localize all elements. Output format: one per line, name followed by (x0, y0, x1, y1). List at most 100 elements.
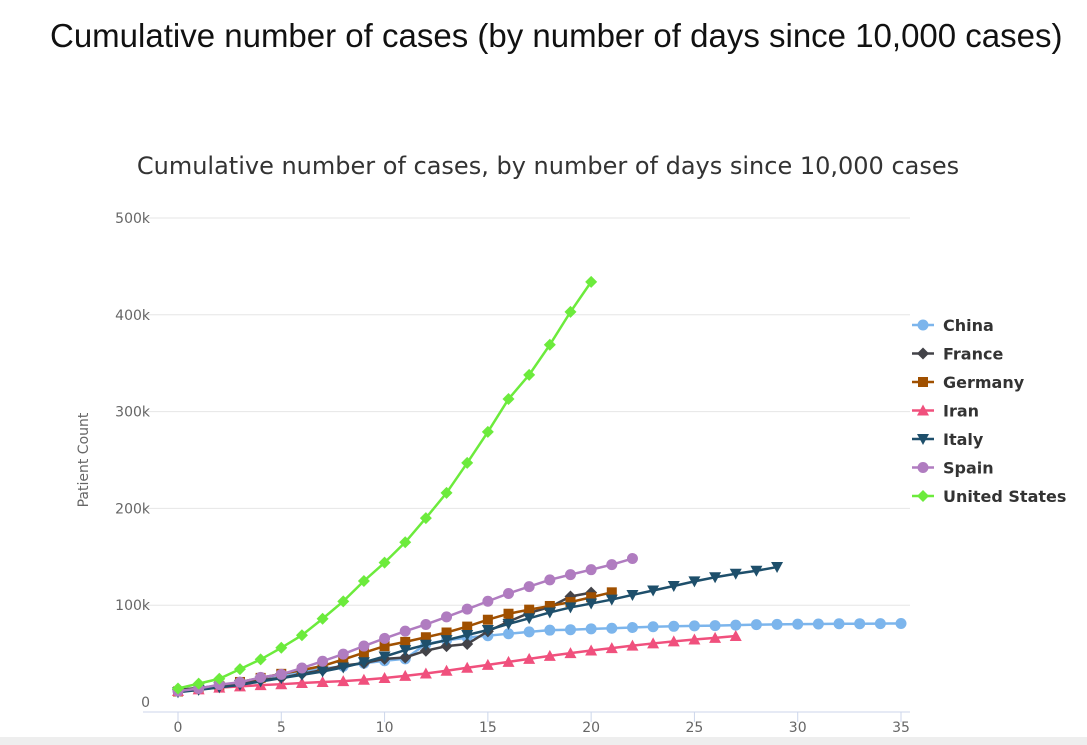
data-point (461, 661, 474, 673)
data-point (379, 632, 391, 644)
data-point (440, 635, 453, 647)
y-tick-label: 300k (115, 405, 151, 421)
data-point (564, 647, 577, 659)
y-axis-label: Patient Count (76, 412, 92, 507)
data-point (647, 585, 660, 597)
data-point (462, 621, 473, 632)
data-point (667, 635, 680, 647)
data-point (461, 456, 474, 469)
data-point (812, 618, 824, 630)
data-point (771, 562, 784, 574)
data-point (482, 614, 493, 625)
data-point (502, 618, 515, 630)
data-point (750, 619, 762, 631)
data-point (254, 653, 267, 666)
legend-marker (918, 377, 928, 387)
data-point (729, 629, 742, 641)
legend-item-label[interactable]: Germany (943, 373, 1025, 392)
data-point (420, 618, 432, 630)
legend-item-label[interactable]: United States (943, 487, 1066, 506)
data-point (295, 669, 308, 681)
data-point (647, 621, 659, 633)
chart-title: Cumulative number of cases, by number of… (137, 152, 959, 180)
data-point (544, 624, 556, 636)
data-point (523, 613, 536, 625)
x-tick-label: 25 (686, 720, 704, 736)
data-point (543, 607, 556, 619)
legend-marker (917, 347, 929, 360)
horizontal-scrollbar-track[interactable] (0, 737, 1087, 745)
legend-item-label[interactable]: Iran (943, 402, 979, 421)
y-tick-label: 500k (115, 211, 151, 227)
data-point (378, 651, 391, 663)
data-point (544, 600, 555, 611)
data-point (709, 572, 722, 584)
data-point (357, 657, 370, 669)
legend-marker (917, 490, 929, 502)
y-tick-label: 100k (115, 598, 151, 614)
x-tick-label: 30 (789, 720, 807, 736)
data-point (626, 589, 639, 601)
data-point (358, 647, 369, 658)
data-point (605, 594, 618, 606)
data-point (606, 622, 618, 634)
y-tick-label: 200k (115, 501, 151, 517)
data-point (316, 676, 329, 688)
series-line-italy (177, 565, 778, 694)
data-point (523, 368, 536, 381)
data-point (544, 574, 556, 586)
data-point (481, 658, 494, 670)
data-point (275, 641, 288, 654)
data-point (461, 630, 474, 642)
data-point (564, 602, 577, 614)
data-point (564, 624, 576, 636)
data-point (606, 559, 618, 571)
legend-item-label[interactable]: Spain (943, 459, 994, 478)
x-tick-label: 35 (892, 720, 910, 736)
data-point (750, 565, 763, 577)
data-point (440, 664, 453, 676)
data-point (543, 649, 556, 661)
data-point (565, 597, 576, 608)
legend-marker (917, 462, 929, 473)
data-point (833, 618, 845, 630)
data-point (192, 677, 205, 690)
legend-marker (917, 319, 929, 331)
data-point (792, 618, 804, 630)
data-point (586, 592, 597, 603)
legend-marker (917, 404, 929, 416)
data-point (172, 682, 184, 695)
data-point (441, 611, 453, 623)
data-point (503, 587, 515, 599)
data-point (316, 612, 329, 625)
data-point (688, 620, 700, 632)
data-point (709, 631, 722, 643)
data-point (378, 671, 391, 683)
x-tick-label: 20 (582, 720, 600, 736)
x-tick-label: 5 (277, 720, 286, 736)
data-point (771, 618, 783, 630)
data-point (440, 640, 453, 653)
legend-item-label[interactable]: China (943, 316, 994, 335)
data-point (358, 640, 370, 652)
data-point (605, 642, 618, 654)
data-point (399, 536, 412, 549)
data-point (626, 639, 639, 651)
data-point (378, 556, 391, 569)
y-tick-label: 400k (115, 308, 151, 324)
data-point (213, 672, 226, 685)
x-tick-label: 0 (174, 720, 183, 736)
data-point (523, 581, 535, 593)
data-point (337, 648, 349, 660)
data-point (688, 633, 701, 645)
legend-marker (917, 434, 929, 445)
legend-item-label[interactable]: France (943, 345, 1003, 364)
data-point (854, 618, 866, 630)
data-point (895, 617, 907, 629)
data-point (503, 608, 514, 619)
data-point (626, 621, 638, 633)
x-tick-label: 10 (376, 720, 394, 736)
data-point (523, 626, 535, 638)
legend-item-label[interactable]: Italy (943, 430, 984, 449)
data-point (709, 620, 721, 632)
